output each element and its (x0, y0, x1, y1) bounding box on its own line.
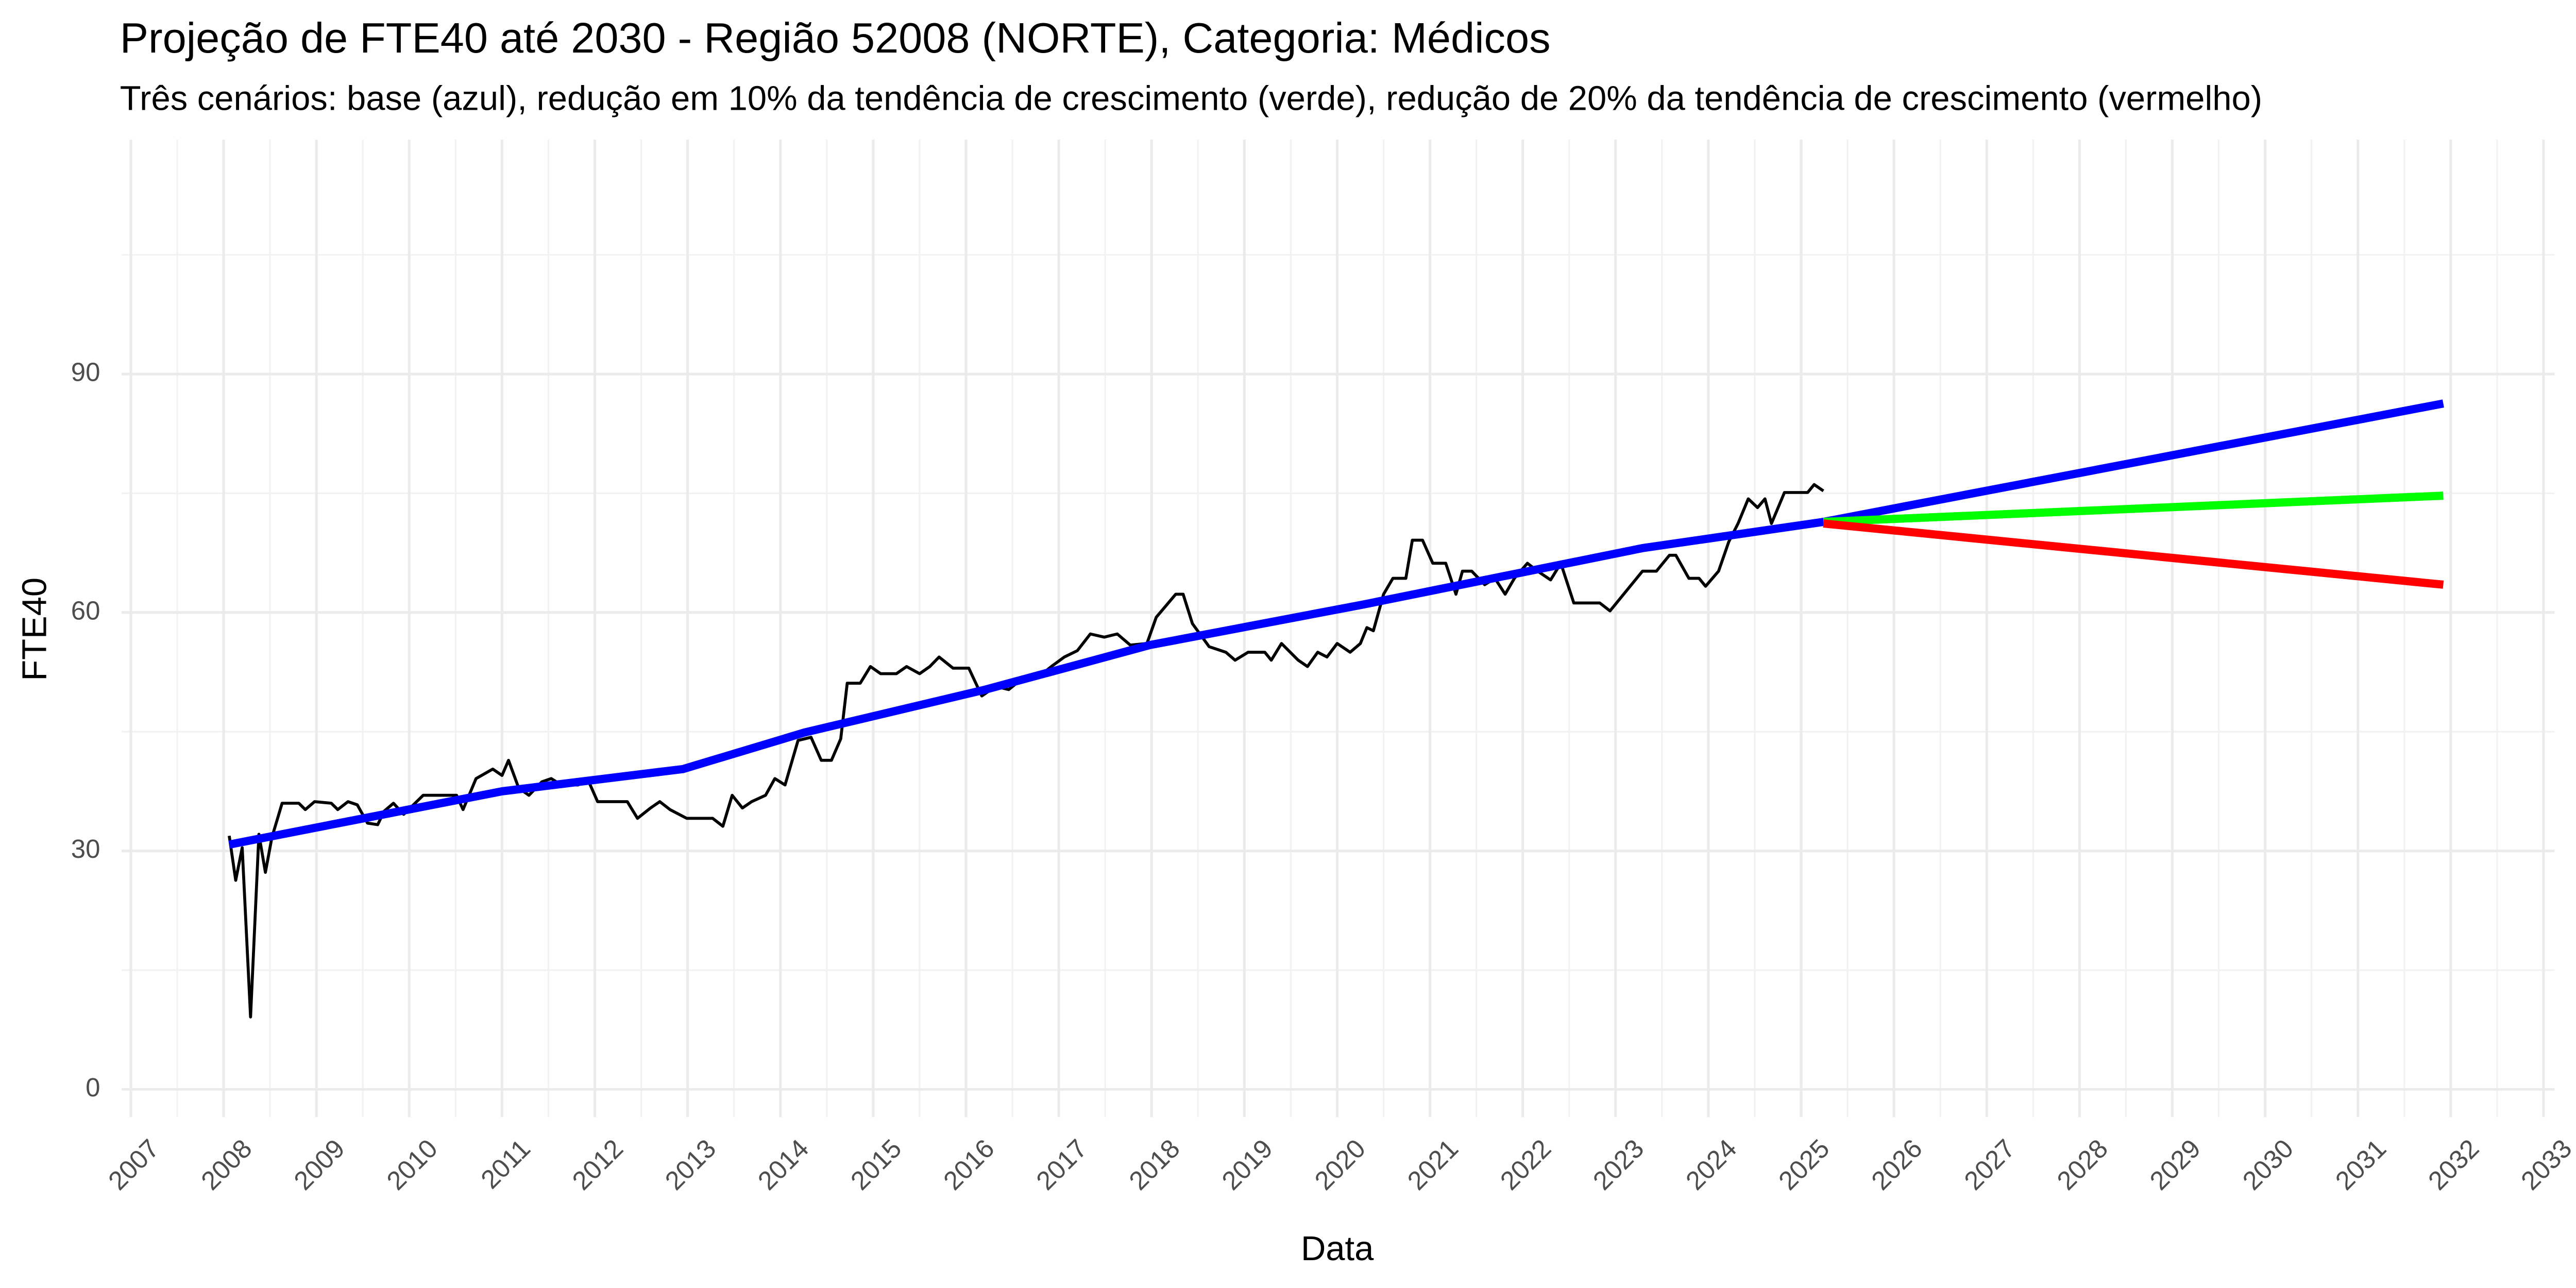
x-tick-label: 2031 (2330, 1133, 2392, 1196)
x-tick-label: 2033 (2515, 1133, 2576, 1196)
x-tick-label: 2026 (1866, 1133, 1928, 1196)
x-tick-label: 2018 (1123, 1133, 1185, 1196)
x-tick-label: 2007 (103, 1133, 165, 1196)
y-tick-label: 90 (71, 358, 100, 387)
x-tick-label: 2009 (288, 1133, 350, 1196)
x-tick-label: 2027 (1958, 1133, 2021, 1196)
x-tick-label: 2016 (938, 1133, 1000, 1196)
x-tick-label: 2030 (2237, 1133, 2299, 1196)
x-tick-label: 2021 (1402, 1133, 1464, 1196)
x-tick-label: 2024 (1680, 1133, 1742, 1196)
x-tick-label: 2022 (1495, 1133, 1557, 1196)
x-tick-label: 2025 (1773, 1133, 1835, 1196)
chart-subtitle: Três cenários: base (azul), redução em 1… (120, 79, 2262, 118)
x-tick-label: 2010 (381, 1133, 443, 1196)
x-axis-title: Data (1301, 1229, 1374, 1268)
y-tick-label: 30 (71, 834, 100, 863)
y-tick-label: 0 (86, 1073, 100, 1102)
x-tick-label: 2014 (752, 1133, 815, 1196)
data-line (228, 399, 2444, 849)
data-line (1823, 519, 2444, 589)
x-tick-label: 2019 (1216, 1133, 1278, 1196)
y-axis-title: FTE40 (15, 578, 54, 681)
data-line (1823, 492, 2444, 526)
x-tick-label: 2017 (1030, 1133, 1093, 1196)
data-line (228, 483, 1824, 1019)
x-tick-label: 2015 (845, 1133, 907, 1196)
x-tick-label: 2032 (2422, 1133, 2485, 1196)
x-tick-label: 2013 (659, 1133, 722, 1196)
x-tick-label: 2020 (1309, 1133, 1371, 1196)
grid (121, 140, 2555, 1117)
x-tick-label: 2023 (1587, 1133, 1650, 1196)
x-tick-label: 2012 (567, 1133, 629, 1196)
x-tick-label: 2029 (2144, 1133, 2207, 1196)
x-tick-label: 2011 (475, 1133, 536, 1194)
chart-title: Projeção de FTE40 até 2030 - Região 5200… (120, 14, 1551, 62)
y-tick-label: 60 (71, 596, 100, 625)
x-tick-label: 2008 (195, 1133, 258, 1196)
x-tick-label: 2028 (2051, 1133, 2113, 1196)
